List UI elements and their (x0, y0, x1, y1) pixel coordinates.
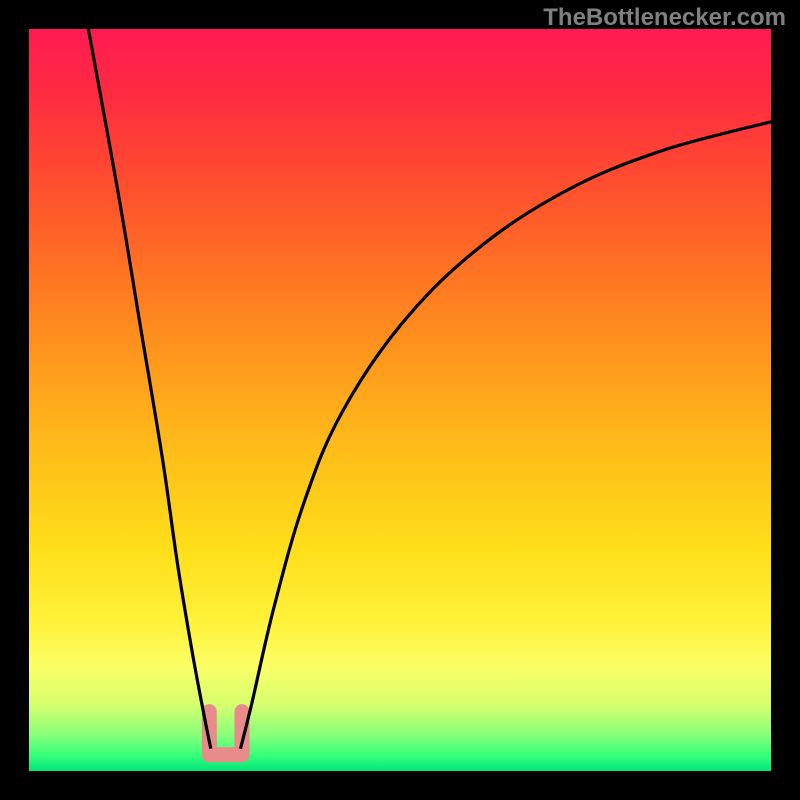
right-curve (240, 122, 771, 749)
curve-layer (29, 29, 771, 771)
watermark-text: TheBottlenecker.com (543, 4, 786, 32)
bottleneck-marker (209, 712, 242, 755)
left-curve (88, 29, 210, 749)
plot-area (29, 29, 771, 771)
